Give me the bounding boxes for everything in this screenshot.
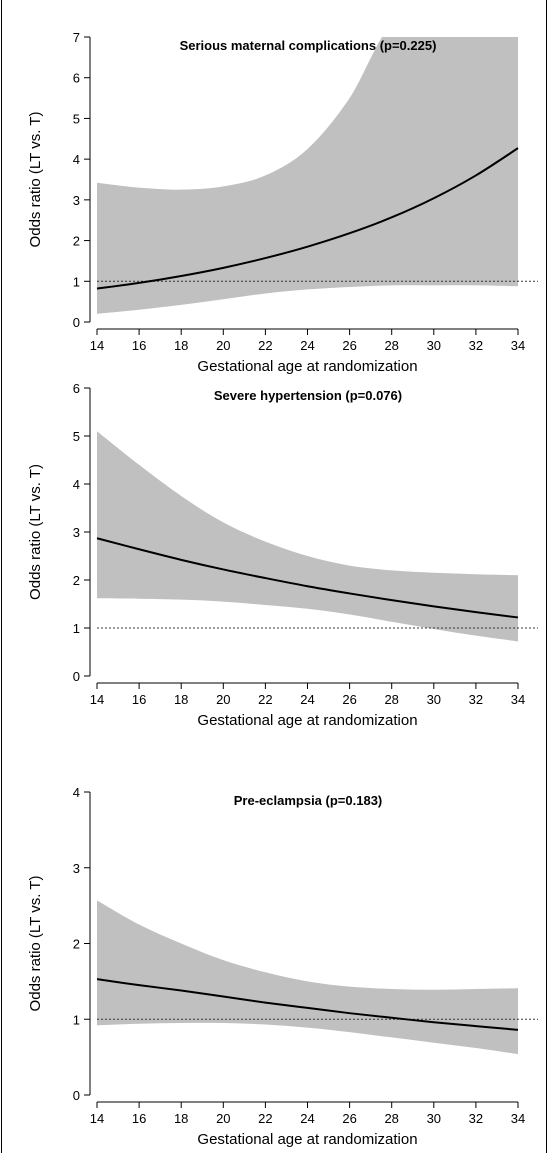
y-tick-label: 1 [73,274,80,289]
y-tick-label: 4 [73,477,80,492]
x-tick-label: 32 [469,1111,483,1126]
confidence-band [97,900,518,1055]
x-tick-label: 16 [132,1111,146,1126]
y-tick-label: 0 [73,315,80,330]
x-tick-label: 28 [384,338,398,353]
x-tick-label: 26 [342,692,356,707]
estimate-line [96,978,519,1031]
chart-title: Severe hypertension (p=0.076) [214,388,402,403]
x-tick-label: 26 [342,1111,356,1126]
y-tick-label: 3 [73,525,80,540]
x-tick-label: 28 [384,692,398,707]
y-tick-label: 7 [73,30,80,45]
y-tick-label: 3 [73,193,80,208]
y-tick-label: 6 [73,71,80,86]
x-tick-label: 20 [216,338,230,353]
x-tick-label: 14 [90,338,104,353]
x-axis-label: Gestational age at randomization [197,712,417,729]
y-tick-label: 1 [73,1012,80,1027]
x-tick-label: 30 [427,338,441,353]
x-tick-label: 18 [174,1111,188,1126]
x-tick-label: 16 [132,692,146,707]
x-tick-label: 24 [300,1111,314,1126]
y-tick-label: 5 [73,111,80,126]
x-tick-label: 34 [511,1111,525,1126]
y-tick-label: 1 [73,621,80,636]
chart-title: Pre-eclampsia (p=0.183) [234,793,383,808]
x-tick-label: 30 [427,692,441,707]
y-tick-label: 4 [73,785,80,800]
x-axis-label: Gestational age at randomization [197,1131,417,1148]
x-tick-label: 34 [511,338,525,353]
x-tick-label: 18 [174,692,188,707]
y-axis-label: Odds ratio (LT vs. T) [27,876,44,1012]
confidence-band [97,37,518,314]
x-tick-label: 22 [258,338,272,353]
y-tick-label: 0 [73,1088,80,1103]
y-tick-label: 3 [73,861,80,876]
y-tick-label: 0 [73,669,80,684]
x-tick-label: 20 [216,692,230,707]
x-tick-label: 34 [511,692,525,707]
x-tick-label: 32 [469,692,483,707]
y-tick-label: 5 [73,429,80,444]
y-axis-label: Odds ratio (LT vs. T) [27,112,44,248]
x-tick-label: 28 [384,1111,398,1126]
x-tick-label: 14 [90,1111,104,1126]
y-tick-label: 2 [73,937,80,952]
x-tick-label: 22 [258,692,272,707]
chart-title: Serious maternal complications (p=0.225) [180,38,437,53]
x-tick-label: 20 [216,1111,230,1126]
y-axis-label: Odds ratio (LT vs. T) [27,464,44,600]
x-tick-label: 32 [469,338,483,353]
x-tick-label: 16 [132,338,146,353]
y-tick-label: 2 [73,573,80,588]
estimate-line [96,147,519,290]
x-tick-label: 26 [342,338,356,353]
x-tick-label: 22 [258,1111,272,1126]
x-tick-label: 24 [300,692,314,707]
x-axis-label: Gestational age at randomization [197,358,417,375]
x-tick-label: 18 [174,338,188,353]
y-tick-label: 4 [73,152,80,167]
y-tick-label: 6 [73,381,80,396]
y-tick-label: 2 [73,234,80,249]
x-tick-label: 30 [427,1111,441,1126]
estimate-line [96,537,519,619]
confidence-band [97,431,518,642]
x-tick-label: 14 [90,692,104,707]
x-tick-label: 24 [300,338,314,353]
